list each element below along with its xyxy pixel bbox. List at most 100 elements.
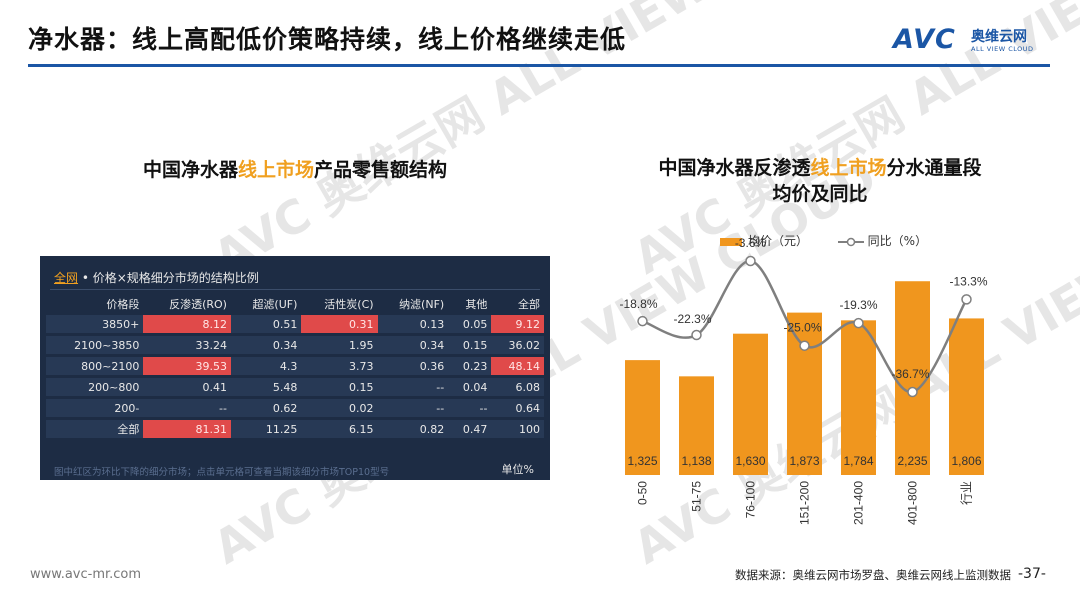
table-cell[interactable]: 9.12 bbox=[491, 315, 544, 333]
table-cell[interactable]: 6.15 bbox=[301, 420, 378, 438]
yoy-point bbox=[691, 329, 702, 341]
yoy-value-label: -13.3% bbox=[949, 274, 987, 288]
table-cell[interactable]: 6.08 bbox=[491, 378, 544, 396]
category-label: 201-400 bbox=[852, 481, 866, 525]
title-divider bbox=[28, 64, 1050, 67]
row-label: 200~800 bbox=[46, 378, 144, 396]
row-label: 全部 bbox=[46, 420, 144, 438]
structure-table: 价格段 反渗透(RO) 超滤(UF) 活性炭(C) 纳滤(NF) 其他 全部 3850+ 8.… bbox=[46, 292, 544, 441]
row-label: 3850+ bbox=[46, 315, 144, 333]
bar bbox=[679, 376, 714, 475]
table-header: 全网 • 价格×规格细分市场的结构比例 bbox=[54, 269, 259, 286]
table-cell[interactable]: 0.02 bbox=[301, 399, 378, 417]
table-cell[interactable]: 0.34 bbox=[230, 336, 302, 354]
table-cell[interactable]: 0.05 bbox=[448, 315, 492, 333]
table-cell[interactable]: 4.3 bbox=[230, 357, 302, 375]
right-title-line1: 中国净水器反渗透线上市场分水通量段 bbox=[600, 155, 1040, 181]
yoy-value-label: -36.7% bbox=[891, 367, 929, 381]
bar-value-label: 1,630 bbox=[735, 454, 765, 468]
category-label: 51-75 bbox=[690, 481, 704, 512]
table-body: 3850+ 8.12 0.51 0.31 0.13 0.05 9.12 2100~3850 33… bbox=[46, 315, 544, 438]
table-cell[interactable]: -- bbox=[448, 399, 492, 417]
bar bbox=[787, 312, 822, 475]
table-cell[interactable]: -- bbox=[377, 378, 449, 396]
footer-url[interactable]: www.avc-mr.com bbox=[30, 567, 142, 582]
yoy-value-label: -19.3% bbox=[839, 298, 877, 312]
legend-line-label: 同比（%） bbox=[867, 234, 928, 248]
category-label: 行业 bbox=[960, 481, 974, 505]
table-cell[interactable]: 0.15 bbox=[448, 336, 492, 354]
left-chart-title: 中国净水器线上市场产品零售额结构 bbox=[40, 155, 550, 182]
logo-main: AVC bbox=[893, 24, 956, 55]
table-row: 200- -- 0.62 0.02 -- -- 0.64 bbox=[46, 399, 544, 417]
table-cell[interactable]: 33.24 bbox=[143, 336, 231, 354]
left-title-post: 产品零售额结构 bbox=[314, 159, 448, 181]
table-row: 全部 81.31 11.25 6.15 0.82 0.47 100 bbox=[46, 420, 544, 438]
table-cell[interactable]: 0.36 bbox=[377, 357, 449, 375]
table-cell[interactable]: 0.51 bbox=[230, 315, 302, 333]
row-label: 800~2100 bbox=[46, 357, 144, 375]
left-title-highlight: 线上市场 bbox=[237, 159, 314, 181]
table-cell[interactable]: 0.15 bbox=[301, 378, 378, 396]
yoy-point bbox=[961, 294, 972, 305]
table-cell[interactable]: 0.34 bbox=[377, 336, 449, 354]
bar-value-label: 1,138 bbox=[681, 454, 711, 468]
table-cell[interactable]: 48.14 bbox=[491, 357, 544, 375]
data-source: 数据来源：奥维云网市场罗盘、奥维云网线上监测数据 bbox=[735, 568, 1011, 582]
column-header: 全部 bbox=[518, 297, 540, 311]
table-cell[interactable]: 100 bbox=[491, 420, 544, 438]
row-label: 200- bbox=[46, 399, 144, 417]
yoy-value-label: -25.0% bbox=[783, 321, 821, 335]
logo-cn: 奥维云网 bbox=[971, 29, 1027, 45]
table-row: 800~2100 39.53 4.3 3.73 0.36 0.23 48.14 bbox=[46, 357, 544, 375]
right-title-highlight: 线上市场 bbox=[810, 157, 887, 179]
table-cell[interactable]: 36.02 bbox=[491, 336, 544, 354]
table-row: 200~800 0.41 5.48 0.15 -- 0.04 6.08 bbox=[46, 378, 544, 396]
table-cell[interactable]: 81.31 bbox=[143, 420, 231, 438]
table-cell[interactable]: 11.25 bbox=[230, 420, 302, 438]
yoy-value-label: -22.3% bbox=[673, 312, 711, 326]
table-cell[interactable]: 8.12 bbox=[143, 315, 231, 333]
table-cell[interactable]: 0.31 bbox=[301, 315, 378, 333]
logo-en: ALL VIEW CLOUD bbox=[971, 45, 1034, 53]
row-label: 2100~3850 bbox=[46, 336, 144, 354]
table-cell[interactable]: 39.53 bbox=[143, 357, 231, 375]
table-cell[interactable]: 0.82 bbox=[377, 420, 449, 438]
yoy-point bbox=[907, 386, 918, 398]
tab-all-network[interactable]: 全网 bbox=[54, 271, 79, 285]
column-header: 价格段 bbox=[106, 297, 140, 311]
table-cell[interactable]: 1.95 bbox=[301, 336, 378, 354]
bar-value-label: 1,806 bbox=[951, 454, 981, 468]
table-cell[interactable]: 0.41 bbox=[143, 378, 231, 396]
table-header-row: 价格段 反渗透(RO) 超滤(UF) 活性炭(C) 纳滤(NF) 其他 全部 bbox=[46, 295, 544, 312]
table-cell[interactable]: 5.48 bbox=[230, 378, 302, 396]
table-cell[interactable]: 0.62 bbox=[230, 399, 302, 417]
right-title-pre: 中国净水器反渗透 bbox=[658, 157, 811, 179]
bar-value-label: 1,873 bbox=[789, 454, 819, 468]
chart-legend: 均价（元） 同比（%） bbox=[720, 232, 927, 249]
yoy-point bbox=[799, 340, 810, 351]
structure-table-panel: 全网 • 价格×规格细分市场的结构比例 价格段 反渗透(RO) 超滤(UF) 活性炭(… bbox=[40, 256, 550, 480]
table-row: 3850+ 8.12 0.51 0.31 0.13 0.05 9.12 bbox=[46, 315, 544, 333]
category-label: 0-50 bbox=[636, 481, 650, 505]
column-header: 活性炭(C) bbox=[324, 297, 374, 311]
table-cell[interactable]: -- bbox=[143, 399, 231, 417]
table-cell[interactable]: 0.04 bbox=[448, 378, 492, 396]
table-footnote: 图中红区为环比下降的细分市场；点击单元格可查看当期该细分市场TOP10型号 bbox=[54, 467, 390, 478]
legend-bar-label: 均价（元） bbox=[748, 234, 809, 248]
table-cell[interactable]: 0.64 bbox=[491, 399, 544, 417]
table-cell[interactable]: 0.13 bbox=[377, 315, 449, 333]
table-title: • 价格×规格细分市场的结构比例 bbox=[81, 271, 259, 285]
category-label: 151-200 bbox=[798, 481, 812, 525]
table-cell[interactable]: 3.73 bbox=[301, 357, 378, 375]
table-cell[interactable]: 0.47 bbox=[448, 420, 492, 438]
legend-line-swatch bbox=[837, 237, 864, 246]
category-label: 76-100 bbox=[744, 481, 758, 519]
table-cell[interactable]: 0.23 bbox=[448, 357, 492, 375]
yoy-value-label: -3.6% bbox=[735, 236, 767, 250]
bar-value-label: 1,784 bbox=[843, 454, 873, 468]
yoy-point bbox=[853, 317, 864, 329]
yoy-value-label: -18.8% bbox=[619, 297, 657, 311]
table-cell[interactable]: -- bbox=[377, 399, 449, 417]
bar-value-label: 1,325 bbox=[627, 454, 657, 468]
